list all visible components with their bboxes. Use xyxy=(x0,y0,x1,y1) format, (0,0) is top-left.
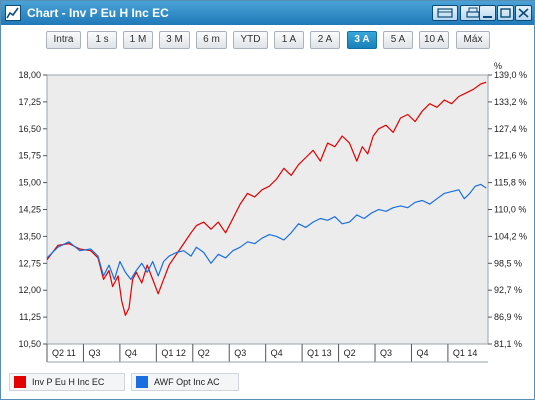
range-button-1-m[interactable]: 1 M xyxy=(123,31,153,49)
range-button-intra[interactable]: Intra xyxy=(46,31,81,49)
range-button-3-m[interactable]: 3 M xyxy=(159,31,190,49)
x-tick-label: Q4 xyxy=(125,348,137,358)
maximize-button[interactable] xyxy=(497,5,514,21)
range-button-10-a[interactable]: 10 A xyxy=(419,31,449,49)
y-tick-label-left: 10,50 xyxy=(18,339,41,349)
y-tick-label-left: 18,00 xyxy=(18,70,41,80)
close-button[interactable] xyxy=(515,5,532,21)
y-tick-label-right: 139,0 % xyxy=(494,70,527,80)
legend-item-1[interactable]: Inv P Eu H Inc EC xyxy=(9,373,125,391)
plot-area xyxy=(46,74,489,345)
y-tick-label-right: 110,0 % xyxy=(494,205,526,215)
x-tick-label: Q1 13 xyxy=(307,348,332,358)
series-line-1 xyxy=(46,81,487,316)
right-axis-unit: % xyxy=(494,61,502,71)
title-bar[interactable]: Chart - Inv P Eu H Inc EC xyxy=(1,1,534,25)
range-button-3-a[interactable]: 3 A xyxy=(347,31,377,49)
range-button-máx[interactable]: Máx xyxy=(456,31,490,49)
x-tick-label: Q2 11 xyxy=(52,348,76,358)
x-tick-label: Q1 12 xyxy=(161,348,186,358)
x-tick-label: Q1 14 xyxy=(453,348,478,358)
maximize-icon xyxy=(500,8,511,18)
window-title: Chart - Inv P Eu H Inc EC xyxy=(27,6,169,20)
x-tick-label: Q4 xyxy=(416,348,428,358)
y-tick-label-left: 11,25 xyxy=(19,312,41,322)
line-chart-icon xyxy=(5,5,21,21)
x-tick-label: Q4 xyxy=(271,348,283,358)
y-tick-label-right: 133,2 % xyxy=(494,97,527,107)
y-tick-label-right: 86,9 % xyxy=(494,312,522,322)
legend-swatch xyxy=(136,376,148,388)
x-tick-label: Q3 xyxy=(380,348,392,358)
y-tick-label-left: 12,75 xyxy=(18,258,41,268)
y-tick-label-right: 98,5 % xyxy=(494,258,522,268)
y-tick-label-left: 15,00 xyxy=(18,178,41,188)
y-tick-label-right: 127,4 % xyxy=(494,124,527,134)
restore-layout-button[interactable] xyxy=(432,5,458,21)
minimize-icon xyxy=(483,16,492,18)
legend-label: AWF Opt Inc AC xyxy=(154,377,220,387)
price-chart: 18,00 17,25 16,50 15,75 15,00 14,25 13,50 12,75… xyxy=(18,61,527,363)
y-tick-label-left: 17,25 xyxy=(18,97,41,107)
restore-layout-icon xyxy=(437,8,453,18)
x-tick-label: Q3 xyxy=(234,348,246,358)
y-tick-label-left: 12,00 xyxy=(18,285,41,295)
minimize-button[interactable] xyxy=(479,5,496,21)
y-tick-label-right: 121,6 % xyxy=(494,151,527,161)
series-line-2 xyxy=(46,183,487,280)
x-tick-label: Q3 xyxy=(88,348,100,358)
y-tick-label-right: 104,2 % xyxy=(494,231,527,241)
legend-label: Inv P Eu H Inc EC xyxy=(32,377,105,387)
x-tick-label: Q2 xyxy=(198,348,210,358)
close-icon xyxy=(518,8,529,18)
legend-item-2[interactable]: AWF Opt Inc AC xyxy=(131,373,239,391)
y-tick-label-right: 115,8 % xyxy=(494,178,526,188)
range-button-1-s[interactable]: 1 s xyxy=(87,31,117,49)
legend-swatch xyxy=(14,376,26,388)
range-button-2-a[interactable]: 2 A xyxy=(310,31,340,49)
y-tick-label-right: 81,1 % xyxy=(494,339,522,349)
range-button-5-a[interactable]: 5 A xyxy=(383,31,413,49)
y-tick-label-left: 15,75 xyxy=(18,151,41,161)
y-tick-label-left: 16,50 xyxy=(18,124,41,134)
y-tick-label-left: 13,50 xyxy=(18,231,41,241)
range-button-1-a[interactable]: 1 A xyxy=(274,31,304,49)
y-tick-label-left: 14,25 xyxy=(18,205,41,215)
x-tick-label: Q2 xyxy=(344,348,356,358)
range-button-ytd[interactable]: YTD xyxy=(233,31,268,49)
y-tick-label-right: 92,7 % xyxy=(494,285,522,295)
range-button-6-m[interactable]: 6 m xyxy=(196,31,227,49)
